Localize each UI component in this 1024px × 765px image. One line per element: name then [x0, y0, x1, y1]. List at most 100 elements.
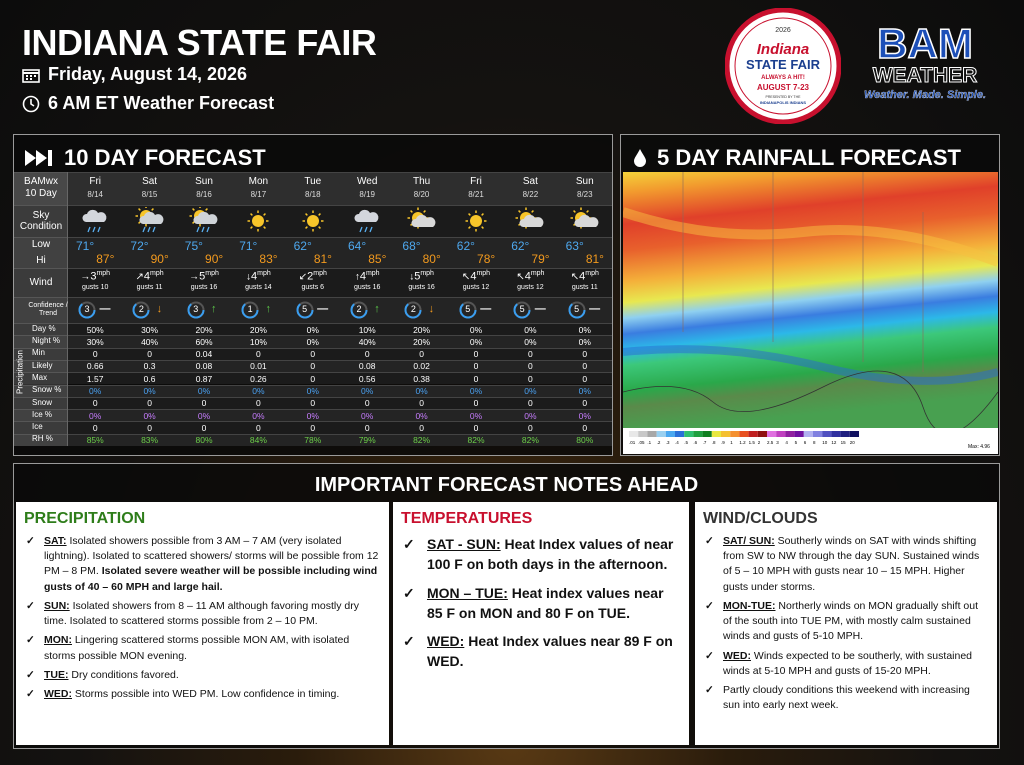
- note-item: WED: Winds expected to be southerly, wit…: [703, 649, 989, 679]
- precip-value: 0: [92, 398, 98, 409]
- precip-value: 80%: [195, 435, 213, 446]
- note-item: SAT: Isolated showers possible from 3 AM…: [24, 534, 381, 595]
- note-item: WED: Storms possible into WED PM. Low co…: [24, 687, 381, 702]
- table-row-bg: [14, 421, 612, 434]
- rain-drop: [196, 226, 200, 233]
- note-item: MON: Lingering scattered storms possible…: [24, 633, 381, 663]
- brand-logo: BAM WEATHER Weather. Made. Simple.: [864, 22, 986, 101]
- day-name: Wed: [357, 176, 378, 187]
- row-label: Confidence / Trend: [28, 302, 68, 317]
- sun-ray: [192, 208, 195, 211]
- precip-value: 0: [256, 349, 261, 360]
- wind-speed: 3: [90, 270, 97, 283]
- precip-value: 0: [364, 422, 370, 433]
- note-text: Dry conditions favored.: [68, 668, 179, 681]
- row-label: Snow %: [32, 385, 62, 395]
- note-item: MON – TUE: Heat index values near 85 F o…: [401, 583, 681, 624]
- wind-gusts: gusts 16: [353, 284, 381, 291]
- note-item: SAT - SUN: Heat Index values of near 100…: [401, 534, 681, 575]
- precip-value: 0%: [469, 386, 483, 396]
- rain-drop: [369, 226, 373, 233]
- corner-label: BAMwx: [24, 176, 58, 187]
- legend-swatch: [794, 431, 804, 437]
- title: INDIANA STATE FAIR: [22, 22, 377, 63]
- precip-value: 0%: [524, 324, 537, 335]
- precip-value: 0.87: [195, 373, 213, 384]
- legend-label: 1: [730, 440, 733, 445]
- date-line: Friday, August 14, 2026: [22, 64, 247, 85]
- note-box: WIND/CLOUDS SAT/ SUN: Southerly winds on …: [695, 502, 997, 745]
- wind-gusts: gusts 12: [462, 284, 490, 291]
- precip-value: 0%: [524, 336, 537, 347]
- legend-swatch: [656, 431, 666, 437]
- hi-temp: 81°: [585, 252, 604, 266]
- note-text: Northerly winds on MON gradually shift o…: [723, 599, 978, 643]
- wind-unit: mph: [313, 270, 327, 277]
- precip-value: 0: [528, 361, 533, 372]
- sky-icon: [247, 210, 269, 232]
- wind-gusts: gusts 16: [408, 284, 435, 291]
- table-row-bg: [14, 335, 612, 348]
- wind-gusts: gusts 11: [136, 284, 163, 291]
- note-item: TUE: Dry conditions favored.: [24, 668, 381, 683]
- sun-ray: [317, 226, 321, 229]
- precip-value: 20%: [413, 324, 431, 335]
- hi-temp: 80°: [422, 252, 441, 266]
- note-strong: Isolated severe weather will be possible…: [44, 565, 378, 593]
- trend: —: [317, 303, 329, 315]
- subtitle: 6 AM ET Weather Forecast: [48, 93, 275, 113]
- legend-label: 2.5: [767, 440, 774, 445]
- day-date: 8/22: [522, 190, 539, 199]
- note-text: Isolated showers from 8 – 11 AM although…: [44, 599, 359, 628]
- note-heading: WIND/CLOUDS: [703, 510, 818, 527]
- precip-value: 0: [419, 422, 424, 433]
- sun-ray: [468, 213, 471, 216]
- note-text: Winds expected to be southerly, with sus…: [723, 649, 973, 677]
- precip-value: 0: [256, 398, 261, 409]
- sun-ray: [481, 213, 484, 216]
- legend-swatch: [785, 431, 795, 437]
- table-row-bg: [14, 237, 612, 268]
- precip-value: 0: [147, 422, 152, 433]
- note-text: Heat Index values of near 100 F on both …: [427, 536, 674, 573]
- precip-value: 82%: [467, 435, 485, 446]
- precip-value: 0.08: [195, 361, 213, 372]
- legend-label: 20: [850, 440, 856, 445]
- wind-speed: 4: [251, 270, 258, 283]
- sky-icon: [407, 207, 436, 229]
- hi-temp: 78°: [477, 252, 496, 266]
- ring-arc: [404, 301, 422, 319]
- confidence-ring: [241, 301, 259, 319]
- forecast-panel: 10 DAY FORECAST BAMwx 10 Day Sky Condition…: [13, 134, 613, 456]
- precip-value: 0.02: [413, 361, 430, 372]
- hi-temp: 79°: [531, 252, 550, 266]
- table-row-bg: [14, 359, 612, 373]
- wind-cell: →3mph: [68, 270, 122, 283]
- legend-swatch: [675, 431, 685, 437]
- hi-temp: 90°: [150, 252, 169, 266]
- low-temp: 62°: [293, 239, 312, 253]
- ring-arc: [187, 301, 205, 319]
- precip-value: 0%: [361, 386, 374, 396]
- precip-value: 0: [528, 349, 533, 360]
- precip-value: 40%: [141, 336, 159, 347]
- day-date: 8/20: [413, 190, 430, 199]
- confidence: 5: [574, 304, 580, 314]
- wind-gusts: gusts 10: [81, 284, 109, 291]
- legend-swatch: [813, 431, 823, 437]
- rain-drop: [364, 226, 368, 233]
- table-row-bg: [14, 372, 612, 385]
- sun: [252, 215, 265, 227]
- notes-title: IMPORTANT FORECAST NOTES AHEAD: [314, 474, 699, 496]
- sun: [306, 215, 319, 227]
- legend-swatch: [629, 431, 639, 437]
- sky-icon: [570, 207, 599, 229]
- precip-value: 0%: [469, 324, 483, 335]
- precip-value: 20%: [195, 324, 213, 335]
- rain-drop: [151, 226, 156, 233]
- precip-value: 0: [92, 422, 98, 433]
- ring-arc: [78, 301, 96, 319]
- low-temp: 64°: [348, 239, 367, 253]
- precip-value: 0: [92, 349, 98, 360]
